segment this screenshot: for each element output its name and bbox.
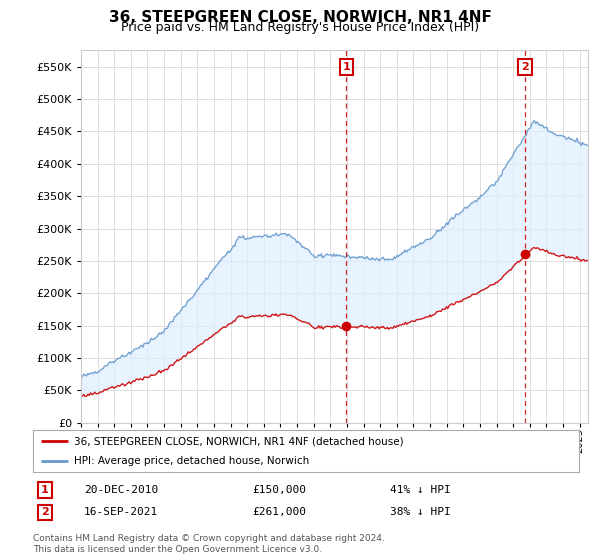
Text: 41% ↓ HPI: 41% ↓ HPI: [390, 485, 451, 495]
Text: 16-SEP-2021: 16-SEP-2021: [84, 507, 158, 517]
Text: 38% ↓ HPI: 38% ↓ HPI: [390, 507, 451, 517]
Text: £261,000: £261,000: [252, 507, 306, 517]
Text: Contains HM Land Registry data © Crown copyright and database right 2024.: Contains HM Land Registry data © Crown c…: [33, 534, 385, 543]
Text: 36, STEEPGREEN CLOSE, NORWICH, NR1 4NF: 36, STEEPGREEN CLOSE, NORWICH, NR1 4NF: [109, 10, 491, 25]
Text: 2: 2: [521, 62, 529, 72]
Text: 2: 2: [41, 507, 49, 517]
Text: £150,000: £150,000: [252, 485, 306, 495]
Text: This data is licensed under the Open Government Licence v3.0.: This data is licensed under the Open Gov…: [33, 545, 322, 554]
Text: 1: 1: [343, 62, 350, 72]
Text: Price paid vs. HM Land Registry's House Price Index (HPI): Price paid vs. HM Land Registry's House …: [121, 21, 479, 34]
Text: HPI: Average price, detached house, Norwich: HPI: Average price, detached house, Norw…: [74, 456, 309, 465]
Text: 20-DEC-2010: 20-DEC-2010: [84, 485, 158, 495]
Text: 36, STEEPGREEN CLOSE, NORWICH, NR1 4NF (detached house): 36, STEEPGREEN CLOSE, NORWICH, NR1 4NF (…: [74, 436, 404, 446]
Text: 1: 1: [41, 485, 49, 495]
